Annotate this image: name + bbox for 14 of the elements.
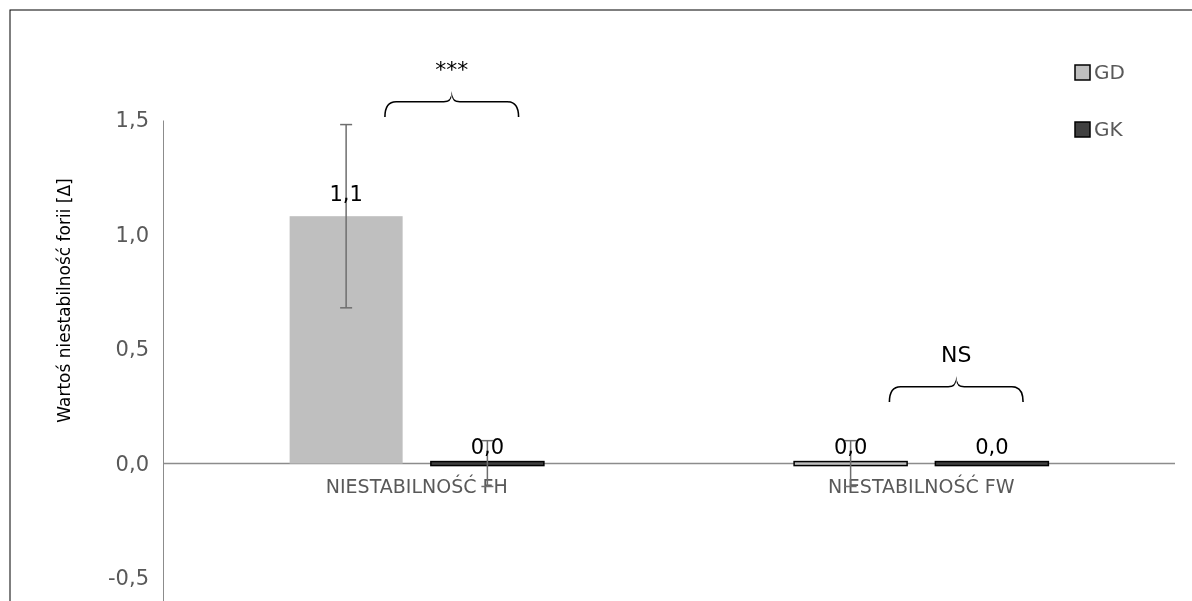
data-label: 1,1 [329,182,363,207]
x-tick-label: NIESTABILNOŚĆ FW [828,474,1015,498]
y-tick-label: -0,5 [108,566,149,591]
y-axis-title: Wartoś niestabilność forii [Δ] [54,178,74,423]
y-tick-label: 1,0 [115,222,149,247]
annotation: NS [941,342,972,367]
legend-label: GD [1094,60,1125,84]
legend-label: GK [1094,117,1124,141]
y-tick-label: 0,5 [115,337,149,362]
x-tick-label: NIESTABILNOŚĆ FH [325,474,508,498]
y-tick-label: 0,0 [115,451,149,476]
data-label: 0,0 [975,434,1009,459]
text: *** [435,57,469,82]
y-tick-label: 1,5 [115,108,149,133]
